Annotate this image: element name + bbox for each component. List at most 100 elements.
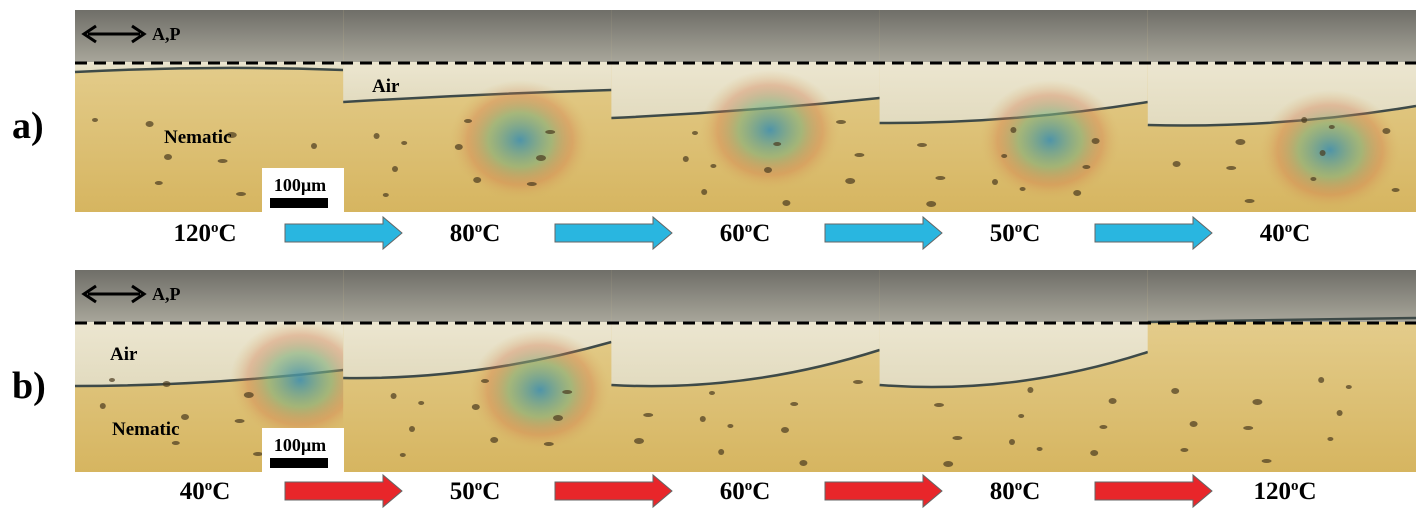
birefringence (1260, 90, 1400, 210)
particle (481, 379, 489, 383)
particle (701, 189, 707, 195)
step-arrow (285, 475, 402, 507)
particle (781, 427, 789, 433)
particle (172, 441, 180, 445)
particle (1346, 385, 1352, 389)
scale-bar (270, 198, 328, 208)
particle (718, 449, 724, 455)
temperature-number: 120 (1253, 478, 1291, 505)
particle (418, 401, 424, 405)
particle (1327, 437, 1333, 441)
nematic-label: Nematic (112, 419, 180, 440)
particle (1320, 150, 1326, 156)
particle (845, 178, 855, 184)
top-band (1148, 10, 1416, 62)
particle (545, 130, 555, 134)
particle (943, 461, 953, 467)
particle (155, 181, 163, 185)
temperature-label: 40oC (1260, 220, 1311, 247)
particle (1180, 448, 1188, 452)
particle (764, 167, 772, 173)
polarizer-label: A,P (152, 24, 181, 44)
air-label: Air (110, 344, 138, 365)
particle (1009, 439, 1015, 445)
particle (392, 166, 398, 172)
temperature-number: 40 (180, 478, 205, 505)
temperature-unit: C (482, 220, 500, 247)
temperature-label: 120oC (173, 220, 236, 247)
degree-sign: o (745, 220, 753, 236)
particle (544, 442, 554, 446)
top-band (75, 270, 344, 322)
step-arrow (1095, 475, 1212, 507)
degree-sign: o (475, 220, 483, 236)
particle (1037, 447, 1043, 451)
step-arrow (1095, 217, 1212, 249)
particle (409, 426, 415, 432)
top-band (343, 270, 612, 322)
particle (1392, 188, 1400, 192)
particle (1310, 177, 1316, 181)
particle (553, 415, 563, 421)
degree-sign: o (1291, 478, 1299, 494)
top-band (75, 10, 344, 62)
step-arrow (825, 217, 942, 249)
birefringence (450, 80, 590, 200)
particle (109, 378, 115, 382)
particle (643, 413, 653, 417)
particle (1099, 425, 1107, 429)
temperature-unit: C (1292, 220, 1310, 247)
top-band (611, 270, 880, 322)
particle (917, 143, 927, 147)
temperature-label: 120oC (1253, 478, 1316, 505)
particle (1329, 125, 1335, 129)
particle (311, 143, 317, 149)
particle (1337, 410, 1343, 416)
temperature-number: 120 (173, 220, 211, 247)
particle (710, 164, 716, 168)
scale-bar-label: 100µm (274, 175, 326, 195)
particle (1245, 199, 1255, 203)
particle (727, 424, 733, 428)
temperature-unit: C (218, 220, 236, 247)
temperature-unit: C (752, 478, 770, 505)
particle (391, 393, 397, 399)
particle (854, 153, 864, 157)
step-arrow (555, 217, 672, 249)
degree-sign: o (745, 478, 753, 494)
particle (164, 154, 172, 160)
particle (401, 141, 407, 145)
particle (952, 436, 962, 440)
temperature-number: 50 (450, 478, 475, 505)
degree-sign: o (205, 478, 213, 494)
particle (1082, 165, 1090, 169)
particle (92, 118, 98, 122)
panel-row: A,PAirNematic100µmb)40oC50oC60oC80oC120o… (12, 270, 1416, 507)
particle (782, 200, 790, 206)
particle (1235, 139, 1245, 145)
degree-sign: o (475, 478, 483, 494)
particle (773, 142, 781, 146)
particle (1020, 187, 1026, 191)
particle (709, 391, 715, 395)
step-arrow (825, 475, 942, 507)
particle (383, 193, 389, 197)
temperature-unit: C (1298, 478, 1316, 505)
temperature-unit: C (482, 478, 500, 505)
particle (218, 159, 228, 163)
temperature-unit: C (1022, 478, 1040, 505)
particle (1092, 138, 1100, 144)
temperature-label: 60oC (720, 478, 771, 505)
temperature-number: 80 (450, 220, 475, 247)
particle (934, 403, 944, 407)
particle (1243, 426, 1253, 430)
particle (146, 121, 154, 127)
temperature-number: 60 (720, 220, 745, 247)
particle (1252, 399, 1262, 405)
step-arrow (285, 217, 402, 249)
particle (1226, 166, 1236, 170)
row-label: b) (12, 365, 46, 407)
particle (236, 192, 246, 196)
top-band (1148, 270, 1416, 322)
scale-bar-label: 100µm (274, 435, 326, 455)
